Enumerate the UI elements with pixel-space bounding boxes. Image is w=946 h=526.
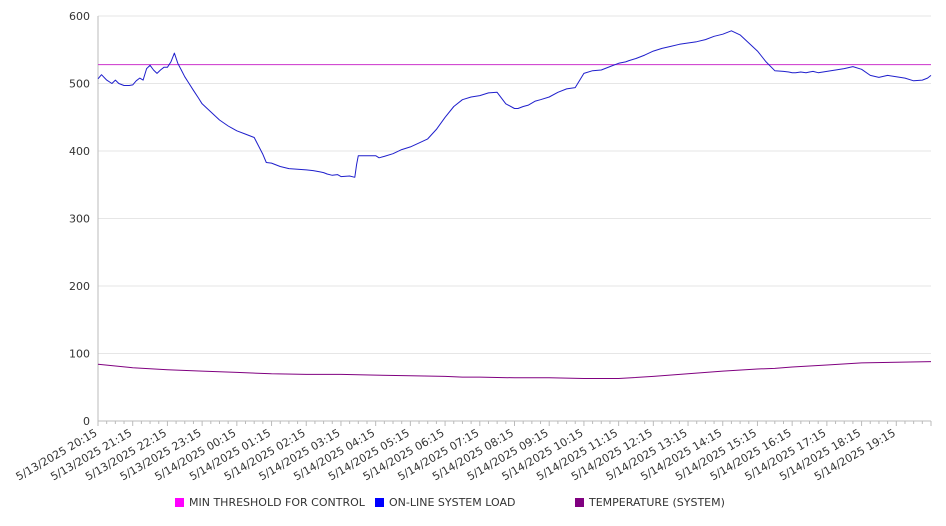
temperature-series-line: [97, 361, 932, 379]
x-tick-labels: 5/13/2025 20:155/13/2025 21:155/13/2025 …: [14, 426, 898, 483]
legend-label-threshold: MIN THRESHOLD FOR CONTROL: [189, 496, 365, 509]
y-tick-label: 500: [69, 78, 90, 91]
y-tick-label: 200: [69, 280, 90, 293]
series-lines: [97, 30, 932, 379]
y-tick-labels: 0 100 200 300 400 500 600: [69, 10, 90, 428]
grid-lines: [98, 15, 931, 354]
axes: [97, 16, 932, 426]
legend-label-load: ON-LINE SYSTEM LOAD: [389, 496, 516, 509]
legend-item-temperature[interactable]: TEMPERATURE (SYSTEM): [575, 496, 725, 509]
y-tick-label: 300: [69, 213, 90, 226]
threshold-swatch-icon: [175, 498, 184, 507]
y-tick-label: 400: [69, 145, 90, 158]
legend-item-threshold[interactable]: MIN THRESHOLD FOR CONTROL: [175, 496, 365, 509]
y-tick-label: 0: [83, 415, 90, 428]
legend-item-load[interactable]: ON-LINE SYSTEM LOAD: [375, 496, 515, 509]
temperature-swatch-icon: [575, 498, 584, 507]
y-tick-label: 600: [69, 10, 90, 23]
line-chart: 0 100 200 300 400 500 600 5/13/2025 20:155/13/…: [14, 10, 932, 483]
load-series-line: [97, 30, 932, 178]
legend: MIN THRESHOLD FOR CONTROL ON-LINE SYSTEM…: [0, 496, 946, 516]
legend-label-temperature: TEMPERATURE (SYSTEM): [589, 496, 725, 509]
load-swatch-icon: [375, 498, 384, 507]
y-tick-label: 100: [69, 348, 90, 361]
